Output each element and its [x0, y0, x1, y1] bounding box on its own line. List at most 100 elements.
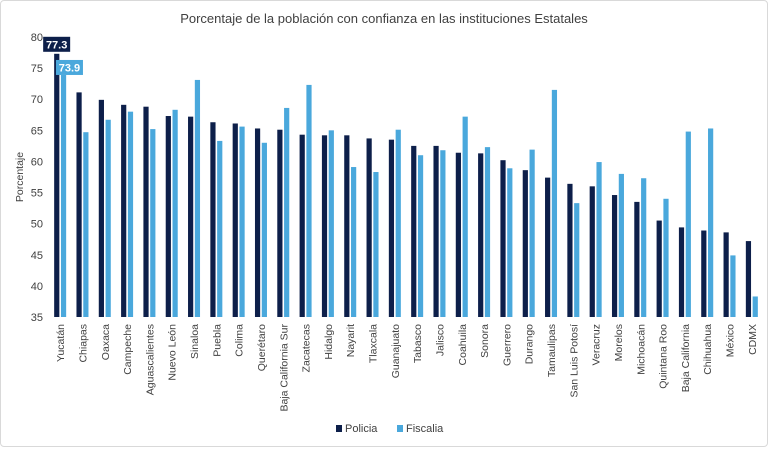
bar-fiscalia	[351, 167, 357, 317]
x-tick-label: Tabasco	[412, 324, 424, 363]
y-tick-label: 55	[31, 188, 43, 200]
bar-policia	[678, 227, 685, 317]
x-tick-label: Coahuila	[457, 324, 469, 366]
bar-fiscalia	[730, 255, 736, 317]
bar-fiscalia	[373, 172, 379, 317]
bar-policia	[277, 129, 283, 317]
x-tick-label: Durango	[524, 324, 536, 364]
bar-fiscalia	[328, 130, 334, 317]
bar-policia	[143, 106, 149, 317]
chart-title: Porcentaje de la población con confianza…	[180, 11, 588, 26]
x-tick-label: Sonora	[479, 324, 491, 358]
x-tick-label: Baja California Sur	[278, 324, 290, 412]
legend-swatch-policia	[336, 425, 342, 432]
bar-policia	[411, 145, 417, 317]
value-label: 73.9	[59, 62, 80, 74]
x-tick-label: Yucatán	[55, 324, 67, 362]
x-tick-label: Jalisco	[434, 324, 446, 356]
x-tick-label: Veracruz	[591, 324, 603, 365]
bar-policia	[701, 230, 707, 317]
legend-label: Fiscalia	[406, 423, 444, 435]
y-tick-label: 35	[31, 312, 43, 324]
bar-policia	[634, 201, 640, 317]
x-tick-label: Sinaloa	[189, 324, 201, 359]
x-axis-ticks: Yucatán Chiapas Oaxaca Campeche Aguascalient…	[55, 324, 759, 412]
bar-fiscalia	[83, 132, 89, 317]
bar-fiscalia	[708, 128, 714, 317]
legend-swatch-fiscalia	[397, 425, 403, 432]
bar-policia	[522, 170, 528, 317]
bar-policia	[98, 99, 104, 317]
y-tick-label: 65	[31, 125, 43, 137]
bar-policia	[455, 152, 461, 317]
bar-fiscalia	[127, 111, 134, 317]
x-tick-label: Campeche	[122, 324, 134, 375]
x-tick-label: Chiapas	[77, 324, 89, 363]
bar-policia	[165, 116, 171, 318]
bar-fiscalia	[752, 296, 758, 317]
x-tick-label: Aguascalientes	[144, 324, 156, 395]
bar-policia	[433, 145, 439, 317]
x-tick-label: Morelos	[613, 324, 625, 361]
x-tick-label: México	[725, 324, 737, 357]
value-label-box	[43, 36, 71, 52]
legend-label: Policia	[345, 423, 378, 435]
x-tick-label: Oaxaca	[100, 324, 112, 360]
bar-fiscalia	[484, 147, 491, 317]
bar-policia	[254, 128, 261, 317]
bar-policia	[745, 241, 752, 317]
bar-fiscalia	[217, 140, 223, 317]
bar-fiscalia	[105, 119, 111, 317]
annotations: 77.3 73.9	[43, 36, 83, 75]
bar-policia	[54, 53, 60, 318]
bar-fiscalia	[395, 129, 401, 317]
x-tick-label: Baja California	[680, 324, 692, 392]
y-tick-label: 40	[31, 281, 43, 293]
bar-policia	[121, 104, 127, 317]
bar-fiscalia	[172, 109, 178, 317]
bar-fiscalia	[284, 107, 290, 318]
bar-fiscalia	[685, 131, 691, 317]
bar-policia	[388, 139, 395, 317]
bar-policia	[366, 138, 372, 317]
x-tick-label: Nayarit	[345, 324, 357, 357]
bar-fiscalia	[618, 173, 624, 317]
bar-fiscalia	[194, 79, 201, 318]
y-tick-label: 70	[31, 94, 43, 106]
y-tick-label: 75	[31, 63, 43, 75]
bar-policia	[567, 183, 573, 317]
x-tick-label: Colima	[234, 324, 246, 357]
bar-fiscalia	[60, 74, 67, 318]
y-axis-label: Porcentaje	[14, 152, 26, 202]
bar-fiscalia	[440, 150, 446, 317]
y-tick-label: 45	[31, 250, 43, 262]
x-tick-label: Puebla	[211, 324, 223, 357]
bar-fiscalia	[596, 162, 602, 317]
x-tick-label: Michoacán	[635, 324, 647, 375]
bar-policia	[232, 123, 238, 318]
legend: Policia Fiscalia	[336, 423, 444, 435]
x-tick-label: Nuevo León	[167, 324, 179, 381]
bar-fiscalia	[641, 178, 647, 317]
bars	[54, 53, 758, 318]
x-tick-label: Tamaulipas	[546, 324, 558, 377]
value-label: 77.3	[46, 39, 67, 51]
bar-policia	[500, 160, 506, 317]
bar-policia	[76, 92, 82, 317]
bar-policia	[344, 135, 350, 317]
bar-policia	[321, 135, 328, 317]
bar-policia	[188, 116, 194, 317]
x-tick-label: Guerrero	[501, 324, 513, 366]
bar-policia	[589, 186, 595, 317]
x-tick-label: Zacatecas	[301, 324, 313, 372]
bar-policia	[723, 232, 729, 317]
y-tick-label: 50	[31, 219, 43, 231]
x-tick-label: Tlaxcala	[368, 324, 380, 363]
bar-policia	[210, 122, 216, 318]
x-tick-label: San Luis Potosí	[568, 324, 580, 398]
bar-fiscalia	[150, 129, 156, 317]
bar-policia	[478, 153, 484, 317]
bar-fiscalia	[529, 149, 535, 317]
bar-fiscalia	[574, 203, 580, 317]
